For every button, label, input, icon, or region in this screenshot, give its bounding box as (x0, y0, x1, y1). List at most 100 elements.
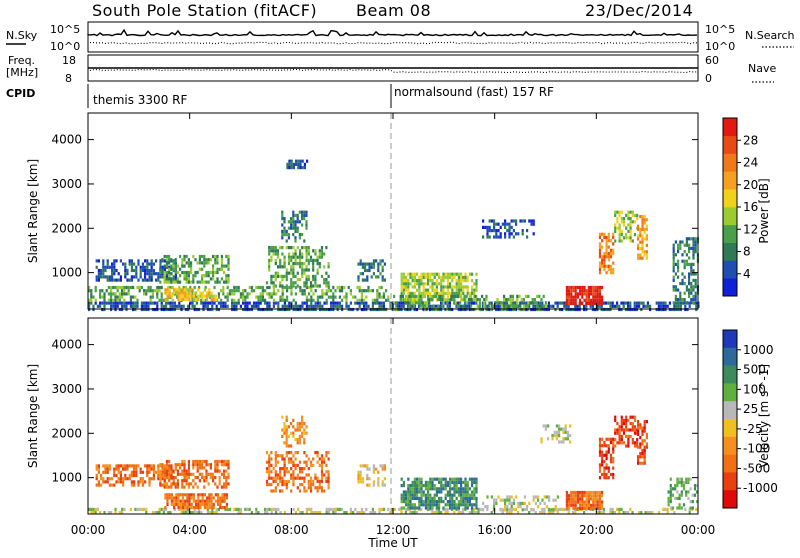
range-gate-cell (612, 235, 615, 240)
range-gate-cell (121, 292, 124, 296)
range-gate-cell (201, 493, 204, 497)
range-gate-cell (283, 304, 286, 308)
range-gate-cell (596, 506, 599, 511)
range-gate-cell (201, 280, 204, 284)
range-gate-cell (612, 476, 615, 480)
range-gate-cell (618, 434, 621, 438)
colorbar-tick-label: 28 (743, 133, 758, 147)
range-gate-cell (641, 237, 644, 241)
range-gate-cell (147, 289, 150, 293)
range-gate-cell (638, 301, 641, 305)
range-gate-cell (268, 467, 271, 471)
range-gate-cell (283, 229, 286, 233)
range-gate-cell (170, 502, 173, 506)
range-gate-cell (400, 500, 403, 504)
range-gate-cell (170, 496, 173, 500)
range-gate-cell (283, 301, 286, 305)
range-gate-cell (178, 304, 181, 308)
range-gate-cell (433, 477, 436, 481)
range-gate-cell (129, 295, 132, 299)
range-gate-cell (693, 484, 697, 488)
range-gate-cell (407, 285, 410, 289)
range-gate-cell (400, 272, 403, 276)
range-gate-cell (190, 493, 193, 497)
range-gate-cell (614, 223, 617, 227)
range-gate-cell (174, 278, 177, 282)
range-gate-cell (184, 288, 187, 292)
range-gate-cell (108, 275, 111, 279)
range-gate-cell (471, 285, 474, 289)
range-gate-cell (437, 298, 440, 302)
range-gate-cell (290, 289, 293, 293)
range-gate-cell (96, 507, 99, 511)
range-gate-cell (294, 457, 297, 461)
range-gate-cell (298, 434, 301, 438)
range-gate-cell (192, 466, 195, 470)
range-gate-cell (160, 292, 163, 296)
range-gate-cell (314, 486, 317, 490)
range-gate-cell (165, 485, 168, 489)
range-gate-cell (605, 251, 608, 256)
range-gate-cell (165, 254, 168, 259)
range-gate-cell (643, 423, 646, 427)
range-gate-cell (466, 500, 469, 504)
range-gate-cell (605, 450, 608, 454)
range-gate-cell (625, 233, 628, 237)
range-gate-cell (290, 284, 293, 288)
range-gate-cell (198, 258, 201, 262)
range-gate-cell (285, 454, 288, 458)
range-gate-cell (168, 288, 171, 292)
range-gate-cell (222, 292, 225, 296)
range-gate-cell (117, 477, 120, 481)
range-gate-cell (689, 506, 692, 510)
range-gate-cell (688, 272, 691, 276)
range-gate-cell (637, 432, 640, 436)
range-gate-cell (299, 285, 302, 290)
range-gate-cell (279, 473, 282, 477)
range-gate-cell (320, 486, 324, 490)
range-gate-cell (431, 500, 434, 504)
range-gate-cell (141, 278, 144, 282)
range-gate-cell (368, 477, 371, 481)
range-gate-cell (464, 301, 467, 305)
range-gate-cell (148, 272, 151, 276)
range-gate-cell (607, 444, 610, 448)
range-gate-cell (431, 477, 434, 481)
range-gate-cell (226, 295, 229, 299)
range-gate-cell (493, 235, 496, 239)
range-gate-cell (627, 223, 630, 227)
range-gate-cell (570, 500, 573, 504)
range-gate-cell (427, 272, 430, 276)
range-gate-cell (216, 485, 219, 489)
range-gate-cell (475, 477, 478, 481)
range-gate-cell (305, 511, 308, 515)
range-gate-cell (677, 269, 680, 273)
range-gate-cell (203, 294, 206, 298)
range-gate-cell (170, 475, 173, 480)
range-gate-cell (462, 500, 465, 504)
range-gate-cell (312, 249, 315, 253)
range-gate-cell (616, 226, 619, 230)
range-gate-cell (579, 494, 582, 498)
range-gate-cell (609, 264, 613, 268)
range-gate-cell (299, 511, 302, 515)
colorbar-tick-label: -500 (743, 461, 770, 475)
range-gate-cell (585, 295, 588, 299)
range-gate-cell (257, 285, 260, 290)
range-gate-cell (444, 484, 447, 488)
range-gate-cell (455, 304, 458, 308)
range-gate-cell (165, 459, 168, 464)
range-gate-cell (192, 291, 195, 295)
range-gate-cell (198, 472, 201, 476)
range-gate-cell (159, 262, 162, 266)
range-gate-cell (558, 424, 561, 428)
range-gate-cell (285, 431, 288, 435)
range-gate-cell (574, 289, 577, 293)
range-gate-cell (662, 507, 665, 511)
range-gate-cell (161, 477, 164, 481)
range-gate-cell (405, 288, 408, 292)
range-gate-cell (270, 451, 273, 455)
range-gate-cell (299, 304, 302, 308)
range-gate-cell (418, 503, 421, 507)
range-gate-cell (186, 297, 189, 301)
